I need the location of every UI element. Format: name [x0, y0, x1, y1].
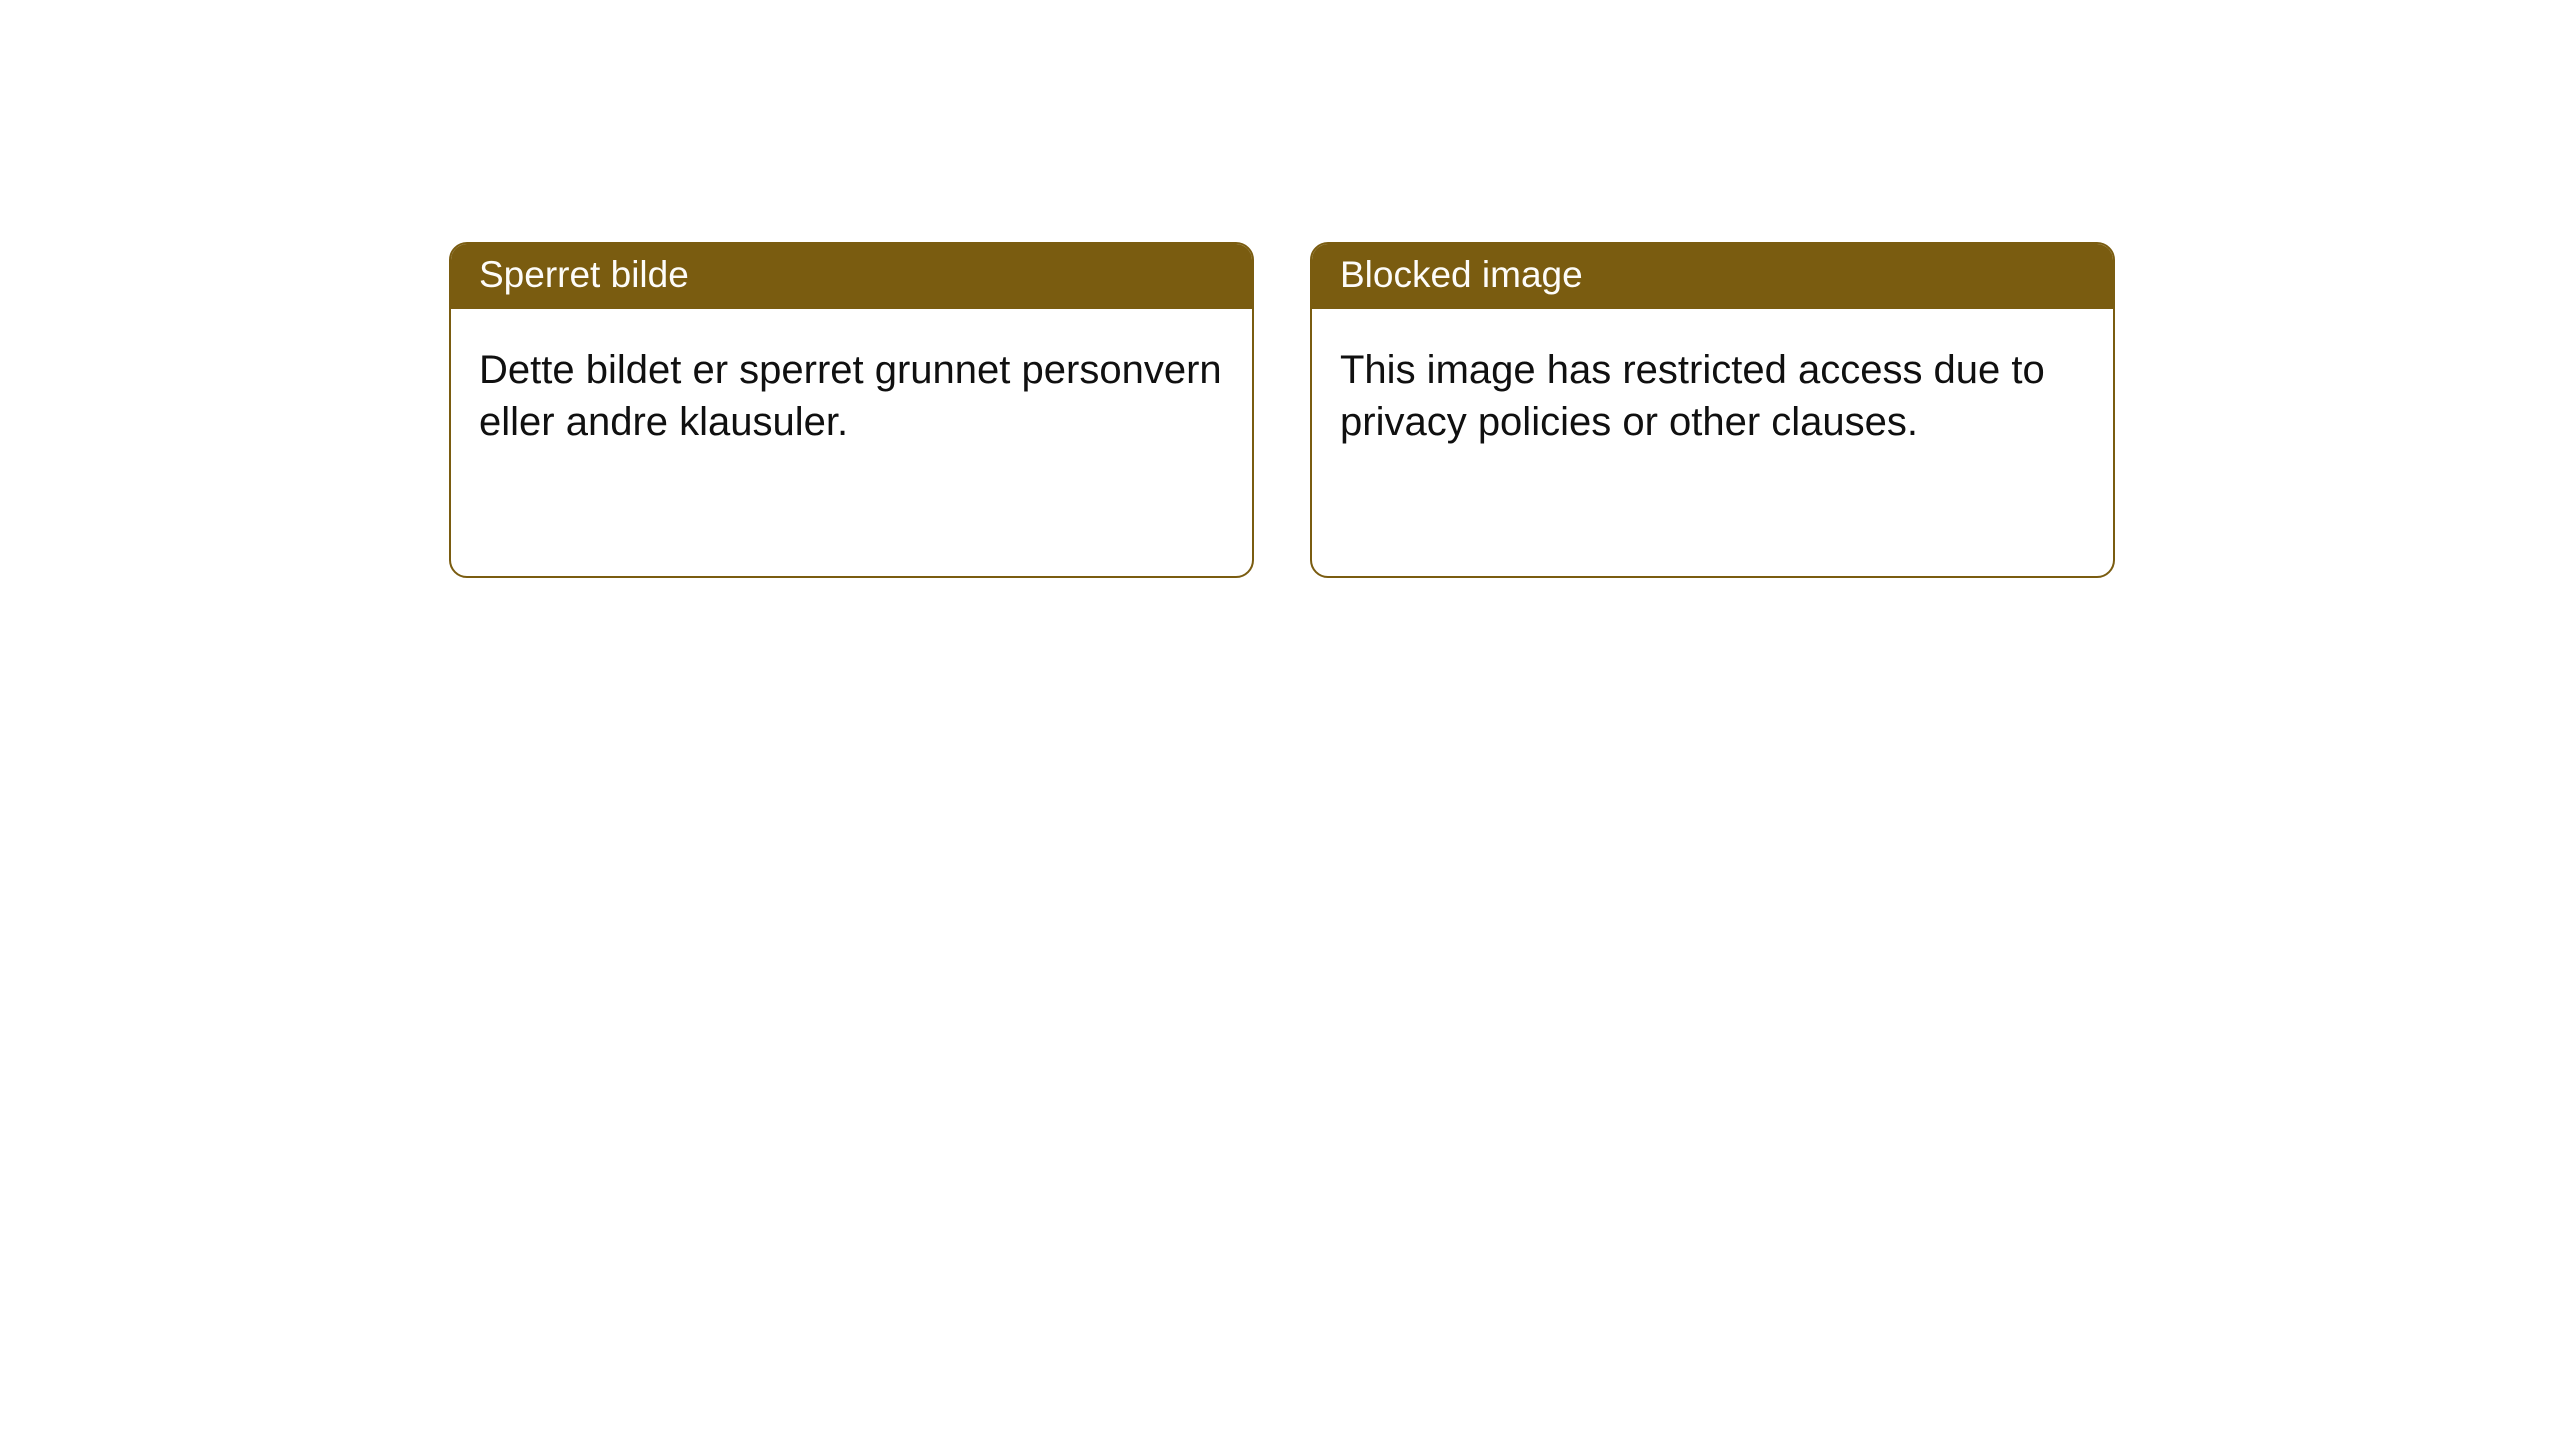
notice-container: Sperret bilde Dette bildet er sperret gr…: [0, 0, 2560, 578]
card-header-no: Sperret bilde: [451, 244, 1252, 309]
card-body-no: Dette bildet er sperret grunnet personve…: [451, 309, 1252, 476]
blocked-image-card-en: Blocked image This image has restricted …: [1310, 242, 2115, 578]
card-title-en: Blocked image: [1340, 254, 1583, 295]
card-body-text-en: This image has restricted access due to …: [1340, 348, 2045, 444]
card-title-no: Sperret bilde: [479, 254, 689, 295]
blocked-image-card-no: Sperret bilde Dette bildet er sperret gr…: [449, 242, 1254, 578]
card-body-en: This image has restricted access due to …: [1312, 309, 2113, 476]
card-header-en: Blocked image: [1312, 244, 2113, 309]
card-body-text-no: Dette bildet er sperret grunnet personve…: [479, 348, 1222, 444]
